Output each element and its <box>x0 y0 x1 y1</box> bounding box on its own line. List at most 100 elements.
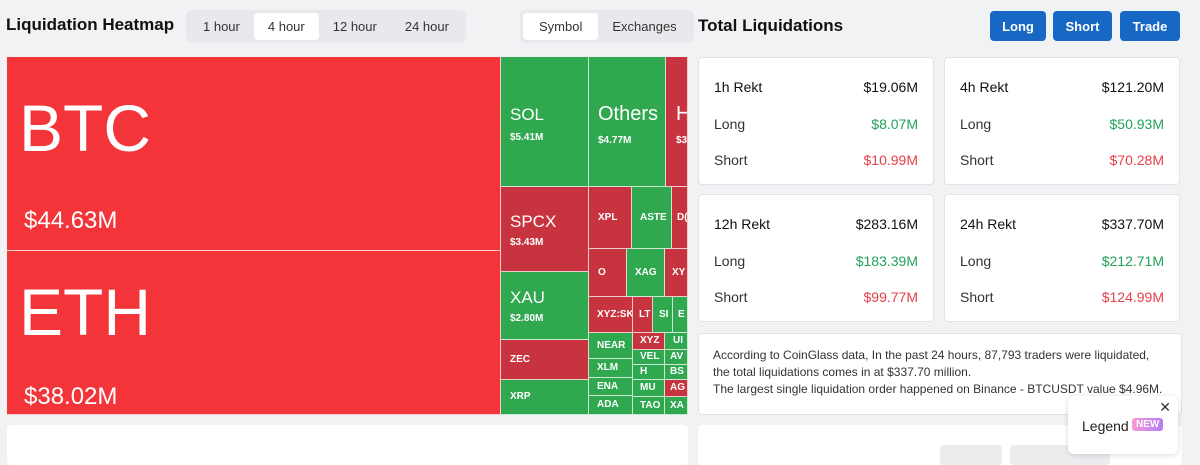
heatmap-tile-zec[interactable]: ZEC <box>501 340 589 380</box>
heatmap-tile-xy[interactable]: XY <box>665 249 688 297</box>
tile-symbol: XYZ <box>640 335 660 346</box>
tile-symbol: XPL <box>598 212 618 223</box>
view-tabs: Symbol Exchanges <box>520 10 694 43</box>
tile-symbol: TAO <box>640 400 661 411</box>
summary-line: The largest single liquidation order hap… <box>713 382 1163 396</box>
control-pill[interactable] <box>940 445 1002 465</box>
tile-symbol: H <box>640 366 648 377</box>
tile-value: $5.41M <box>510 132 544 143</box>
tab-4-hour[interactable]: 4 hour <box>253 13 319 40</box>
tile-value: $3.43M <box>510 237 544 248</box>
rekt-total: $337.70M <box>1101 216 1164 232</box>
tab-12-hour[interactable]: 12 hour <box>332 19 377 34</box>
time-range-tabs: 1 hour 4 hour 12 hour 24 hour <box>186 10 466 43</box>
tab-24-hour[interactable]: 24 hour <box>404 19 449 34</box>
heatmap-tile-h-small[interactable]: H <box>633 365 665 380</box>
rekt-card-12h: 12h Rekt $283.16M Long $183.39M Short $9… <box>698 194 934 322</box>
short-value: $70.28M <box>1109 152 1164 168</box>
long-value: $50.93M <box>1109 116 1164 132</box>
heatmap-tile-lt[interactable]: LT <box>633 297 653 333</box>
short-value: $10.99M <box>863 152 918 168</box>
tab-exchanges[interactable]: Exchanges <box>612 19 677 34</box>
rekt-label: 12h Rekt <box>714 216 771 232</box>
heatmap-tile-ena[interactable]: ENA <box>589 378 633 396</box>
rekt-card-4h: 4h Rekt $121.20M Long $50.93M Short $70.… <box>944 57 1180 185</box>
heatmap-tile-mu[interactable]: MU <box>633 380 665 397</box>
short-label: Short <box>960 289 994 305</box>
rekt-card-1h: 1h Rekt $19.06M Long $8.07M Short $10.99… <box>698 57 934 185</box>
heatmap-tile-btc[interactable]: BTC $44.63M <box>7 57 501 251</box>
tile-symbol: ENA <box>597 381 619 392</box>
long-value: $8.07M <box>871 116 918 132</box>
tile-symbol: D( <box>677 212 688 223</box>
heatmap-tile-eth[interactable]: ETH $38.02M <box>7 251 501 415</box>
tile-symbol: XYZ:SK <box>597 309 633 320</box>
tile-symbol: AV <box>670 351 684 362</box>
long-value: $212.71M <box>1101 253 1164 269</box>
tab-1-hour[interactable]: 1 hour <box>203 19 240 34</box>
close-icon[interactable]: ✕ <box>1159 399 1171 415</box>
tile-symbol: BTC <box>19 91 151 165</box>
page-title: Liquidation Heatmap <box>6 15 175 34</box>
heatmap-tile-si[interactable]: SI <box>653 297 673 333</box>
heatmap-tile-d[interactable]: D( <box>672 187 688 249</box>
new-badge: NEW <box>1132 418 1164 431</box>
heatmap-tile-near[interactable]: NEAR <box>589 333 633 359</box>
summary-line: the total liquidations comes in at $337.… <box>713 365 972 379</box>
heatmap-tile-ui[interactable]: UI <box>665 333 688 350</box>
heatmap-tile-sol[interactable]: SOL $5.41M <box>501 57 589 187</box>
heatmap-tile-vel[interactable]: VEL <box>633 350 665 365</box>
tile-symbol: AG <box>670 382 685 393</box>
tile-symbol: E <box>678 309 685 320</box>
tile-symbol: XAU <box>510 288 545 307</box>
heatmap-tile-aste[interactable]: ASTE <box>632 187 672 249</box>
heatmap-tile-o[interactable]: O <box>589 249 627 297</box>
tile-symbol: MU <box>640 382 656 393</box>
heatmap-tile-xyz[interactable]: XYZ <box>633 333 665 350</box>
tile-symbol: XAG <box>635 267 657 278</box>
legend-popup[interactable]: ✕ Legend NEW <box>1068 396 1178 454</box>
long-button[interactable]: Long <box>990 11 1046 41</box>
tile-value: $38.02M <box>24 383 118 410</box>
heatmap-tile-ada[interactable]: ADA <box>589 396 633 415</box>
tile-symbol: XRP <box>510 391 531 402</box>
heatmap-tile-av[interactable]: AV <box>665 350 688 365</box>
tile-symbol: XA <box>670 400 684 411</box>
short-label: Short <box>714 289 748 305</box>
bottom-panel <box>7 425 688 465</box>
tile-symbol: SOL <box>510 105 545 124</box>
heatmap-tile-xag[interactable]: XAG <box>627 249 665 297</box>
tile-symbol: UI <box>673 335 683 346</box>
heatmap-tile-xlm[interactable]: XLM <box>589 359 633 378</box>
heatmap-tile-others[interactable]: Others $4.77M <box>589 57 666 187</box>
heatmap-tile-spcx[interactable]: SPCX $3.43M <box>501 187 589 272</box>
heatmap-tile-h[interactable]: H $3 <box>666 57 688 187</box>
heatmap-tile-xrp[interactable]: XRP <box>501 380 589 415</box>
heatmap-tile-xyz-sk[interactable]: XYZ:SK <box>589 297 633 333</box>
tile-symbol: LT <box>639 309 651 320</box>
heatmap-tile-xpl[interactable]: XPL <box>589 187 632 249</box>
legend-label: Legend <box>1082 418 1129 434</box>
tile-symbol: ASTE <box>640 212 667 223</box>
tile-value: $44.63M <box>24 207 118 234</box>
short-label: Short <box>960 152 994 168</box>
tile-symbol: SPCX <box>510 212 557 231</box>
liquidation-heatmap: BTC $44.63M ETH $38.02M SOL $5.41M Other… <box>7 57 688 415</box>
trade-button[interactable]: Trade <box>1120 11 1180 41</box>
heatmap-tile-tao[interactable]: TAO <box>633 397 665 415</box>
summary-line: According to CoinGlass data, In the past… <box>713 348 1150 362</box>
tile-symbol: H <box>676 103 687 126</box>
tab-symbol[interactable]: Symbol <box>523 13 599 40</box>
heatmap-tile-bs[interactable]: BS <box>665 365 688 380</box>
heatmap-tile-e[interactable]: E <box>673 297 688 333</box>
heatmap-tile-xa[interactable]: XA <box>665 397 688 415</box>
rekt-total: $19.06M <box>863 79 918 95</box>
heatmap-tile-ag[interactable]: AG <box>665 380 688 397</box>
heatmap-tile-xau[interactable]: XAU $2.80M <box>501 272 589 340</box>
tile-symbol: O <box>598 267 606 278</box>
short-label: Short <box>714 152 748 168</box>
tile-symbol: VEL <box>640 351 660 362</box>
total-liquidations-title: Total Liquidations <box>698 16 844 35</box>
rekt-total: $121.20M <box>1101 79 1164 95</box>
short-button[interactable]: Short <box>1053 11 1112 41</box>
